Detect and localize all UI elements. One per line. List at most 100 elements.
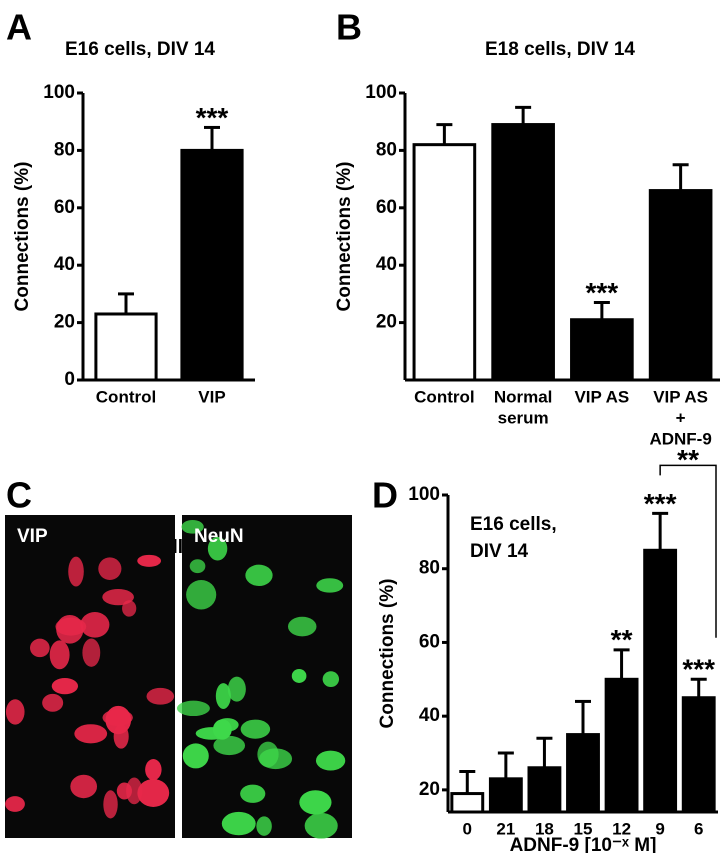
cell — [227, 676, 246, 702]
bar — [648, 189, 713, 382]
y-tick-label: 100 — [43, 82, 75, 103]
y-tick-label: 20 — [376, 312, 397, 333]
cell — [146, 687, 175, 705]
x-tick-label: Control — [96, 387, 156, 406]
cell — [256, 816, 272, 836]
cell — [42, 693, 64, 712]
y-tick-label: 100 — [365, 82, 397, 103]
bar — [94, 312, 158, 382]
x-tick-label: VIP — [198, 387, 225, 406]
cell — [181, 520, 204, 534]
x-tick-label: + — [676, 408, 686, 427]
y-tick-label: 60 — [376, 197, 397, 218]
significance: *** — [196, 102, 229, 133]
cell — [212, 719, 232, 740]
bar — [412, 143, 477, 382]
cell — [213, 735, 246, 756]
cell — [49, 640, 70, 670]
y-tick-label: 20 — [54, 312, 75, 333]
bar — [491, 123, 555, 382]
cell — [221, 811, 256, 836]
significance: *** — [682, 654, 715, 685]
bar — [643, 548, 678, 814]
image-label: VIP — [17, 526, 48, 547]
y-tick-label: 40 — [419, 705, 440, 726]
y-axis-label: Connections (%) — [12, 162, 33, 312]
cell — [287, 616, 317, 637]
x-tick-label: VIP AS — [574, 387, 629, 406]
panel-letter: D — [372, 475, 398, 516]
image-label: NeuN — [194, 526, 244, 547]
bar — [488, 777, 523, 814]
cell — [51, 677, 79, 695]
cell — [105, 705, 132, 735]
x-tick-label: serum — [498, 408, 549, 427]
significance: *** — [586, 277, 619, 308]
bar — [570, 318, 634, 382]
cell — [245, 564, 273, 587]
significance: *** — [644, 488, 677, 519]
comparison-bracket — [659, 464, 717, 638]
x-tick-label: VIP AS — [653, 387, 708, 406]
bar — [604, 677, 639, 814]
y-tick-label: 60 — [419, 631, 440, 652]
cell — [315, 750, 346, 771]
y-tick-label: 20 — [419, 779, 440, 800]
bar — [527, 766, 562, 814]
x-tick-label: 12 — [612, 819, 631, 838]
x-tick-label: 0 — [463, 819, 472, 838]
x-tick-label: Control — [414, 387, 474, 406]
y-tick-label: 80 — [419, 558, 440, 579]
chart-title: DIV 14 — [470, 541, 529, 562]
cell — [186, 579, 217, 610]
x-tick-label: 21 — [496, 819, 515, 838]
y-tick-label: 80 — [54, 139, 75, 160]
cell — [207, 536, 228, 561]
comparison-label: ** — [677, 444, 699, 475]
x-axis-label: ADNF-9 [10⁻ˣ M] — [510, 835, 657, 853]
cell — [82, 638, 101, 667]
cell — [176, 700, 210, 717]
x-tick-label: 18 — [535, 819, 554, 838]
cell — [68, 556, 84, 587]
cell — [215, 683, 231, 709]
x-tick-label: ADNF-9 — [649, 429, 711, 448]
panel-letter: A — [6, 7, 32, 48]
y-tick-label: 60 — [54, 197, 75, 218]
significance: ** — [611, 624, 633, 655]
cell — [240, 784, 266, 803]
y-tick-label: 80 — [376, 139, 397, 160]
panel-letter: B — [336, 7, 362, 48]
cell — [304, 812, 338, 839]
cell — [98, 557, 122, 581]
y-axis-label: Connections (%) — [334, 162, 355, 312]
cell — [74, 724, 108, 744]
bar — [450, 792, 485, 814]
y-tick-label: 40 — [54, 254, 75, 275]
y-tick-label: 0 — [64, 369, 75, 390]
cell — [145, 759, 162, 781]
cell — [257, 741, 279, 768]
cell — [122, 600, 137, 617]
chart-title: E18 cells, DIV 14 — [485, 39, 635, 60]
cell — [29, 638, 50, 658]
cell — [137, 554, 162, 567]
x-tick-label: 6 — [694, 819, 703, 838]
cell — [316, 578, 344, 593]
cell — [103, 790, 118, 819]
panel-letter: C — [6, 475, 32, 516]
cell — [137, 779, 170, 807]
cell — [189, 559, 206, 574]
x-tick-label: Normal — [494, 387, 553, 406]
cell — [56, 614, 84, 644]
cell — [240, 719, 271, 739]
bar — [566, 733, 600, 814]
bar — [180, 148, 244, 382]
y-tick-label: 100 — [408, 484, 440, 505]
cell — [80, 611, 110, 638]
cell — [70, 774, 98, 799]
x-tick-label: 15 — [574, 819, 593, 838]
cell — [182, 743, 209, 769]
cell — [102, 589, 134, 606]
